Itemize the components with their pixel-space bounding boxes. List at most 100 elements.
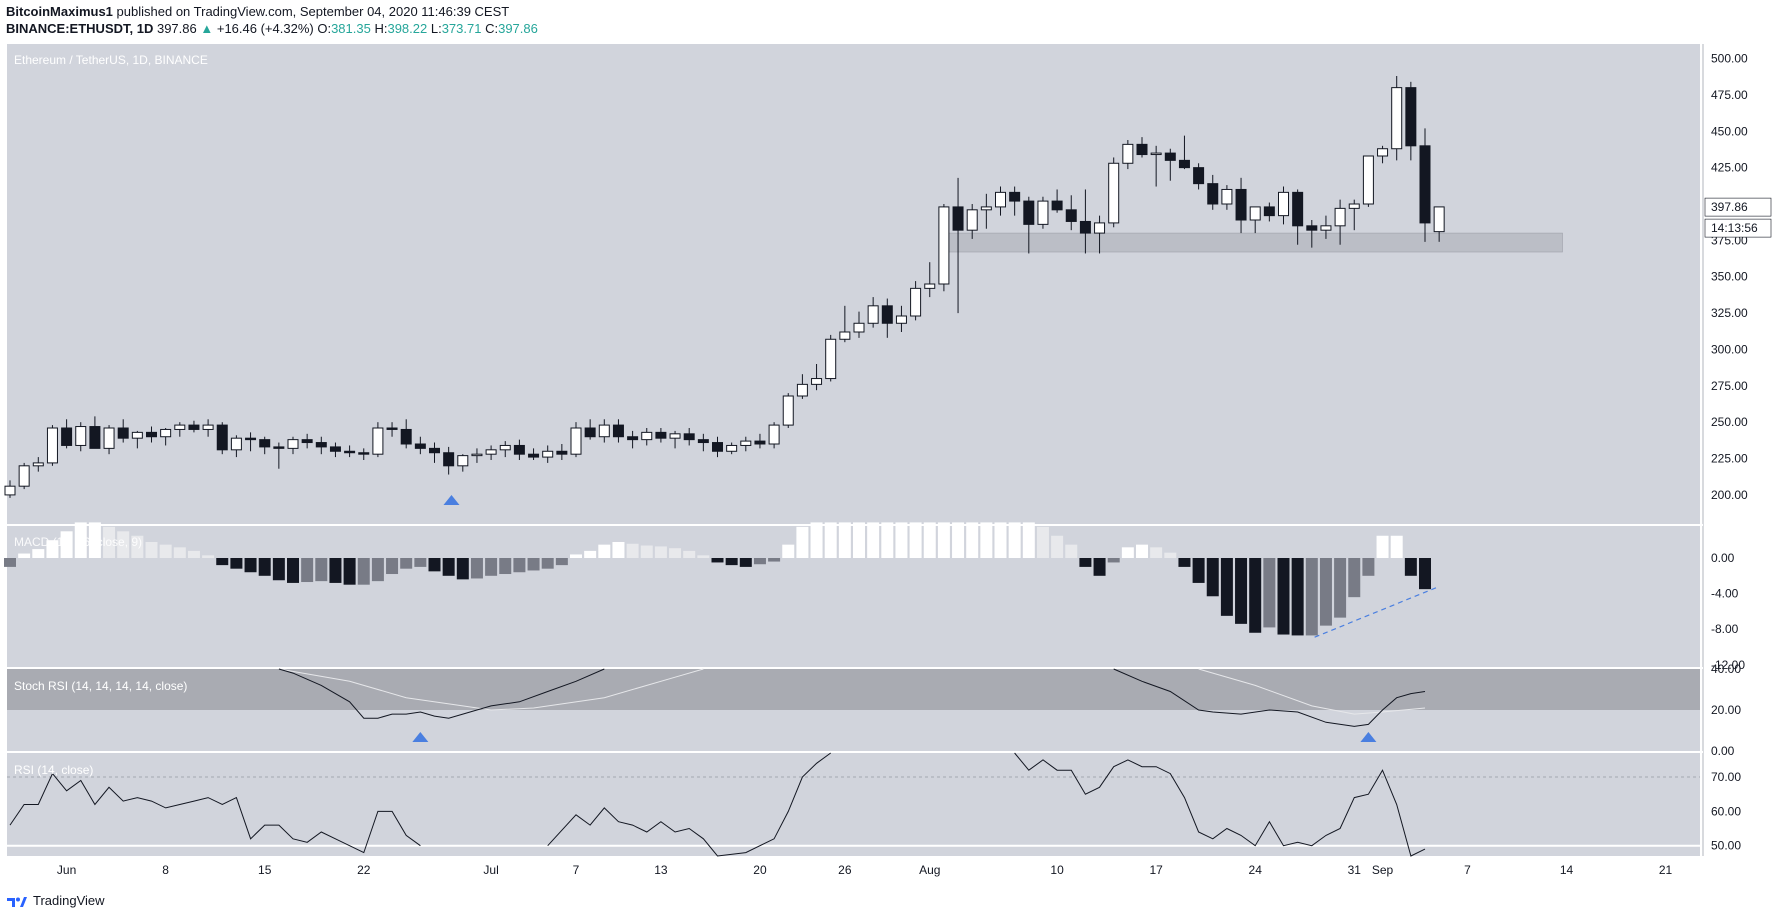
candle[interactable] bbox=[103, 427, 115, 449]
candle[interactable] bbox=[414, 443, 426, 449]
candle[interactable] bbox=[1051, 200, 1063, 211]
candle[interactable] bbox=[1136, 143, 1148, 156]
candle[interactable] bbox=[641, 431, 653, 441]
candle[interactable] bbox=[386, 427, 398, 430]
candle[interactable] bbox=[895, 315, 907, 324]
candle[interactable] bbox=[1037, 200, 1049, 225]
candle[interactable] bbox=[160, 428, 172, 438]
candle[interactable] bbox=[259, 439, 271, 448]
candle[interactable] bbox=[655, 431, 667, 439]
candle[interactable] bbox=[372, 427, 384, 455]
candle[interactable] bbox=[910, 287, 922, 317]
candle[interactable] bbox=[726, 444, 738, 452]
candle[interactable] bbox=[1377, 148, 1389, 157]
candle[interactable] bbox=[598, 424, 610, 438]
price-pane-bg[interactable] bbox=[7, 44, 1700, 524]
candle[interactable] bbox=[230, 437, 242, 451]
candle[interactable] bbox=[966, 209, 978, 231]
candle[interactable] bbox=[938, 206, 950, 285]
candle[interactable] bbox=[825, 338, 837, 380]
candle[interactable] bbox=[839, 331, 851, 340]
candle[interactable] bbox=[245, 437, 257, 441]
candle[interactable] bbox=[485, 449, 497, 455]
candle[interactable] bbox=[924, 283, 936, 289]
candle[interactable] bbox=[1221, 188, 1233, 205]
up-arrow-marker[interactable] bbox=[443, 495, 460, 505]
candle[interactable] bbox=[1235, 188, 1247, 221]
candle[interactable] bbox=[570, 427, 582, 455]
candle[interactable] bbox=[89, 426, 101, 449]
candle[interactable] bbox=[683, 433, 695, 441]
candle[interactable] bbox=[1292, 191, 1304, 227]
candle[interactable] bbox=[513, 444, 525, 455]
candle[interactable] bbox=[75, 426, 87, 446]
candle[interactable] bbox=[18, 465, 30, 487]
candle[interactable] bbox=[457, 455, 469, 467]
candle[interactable] bbox=[811, 378, 823, 385]
candle[interactable] bbox=[1065, 209, 1077, 222]
candle[interactable] bbox=[358, 452, 370, 455]
candle[interactable] bbox=[1391, 87, 1403, 150]
candle[interactable] bbox=[1249, 206, 1261, 221]
candle[interactable] bbox=[1433, 206, 1445, 233]
candle[interactable] bbox=[1320, 225, 1332, 231]
candle[interactable] bbox=[952, 206, 964, 231]
up-arrow-marker[interactable] bbox=[412, 732, 429, 742]
candle[interactable] bbox=[61, 427, 73, 446]
candle[interactable] bbox=[117, 427, 129, 439]
candle[interactable] bbox=[542, 450, 554, 458]
candle[interactable] bbox=[1164, 152, 1176, 161]
candle[interactable] bbox=[1023, 200, 1035, 225]
candle[interactable] bbox=[1362, 155, 1374, 205]
candle[interactable] bbox=[146, 431, 157, 438]
candle[interactable] bbox=[471, 453, 483, 457]
candle[interactable] bbox=[1150, 152, 1162, 156]
candle[interactable] bbox=[697, 439, 709, 444]
candle[interactable] bbox=[301, 439, 313, 444]
candle[interactable] bbox=[740, 440, 752, 446]
candle[interactable] bbox=[1334, 207, 1346, 227]
up-arrow-marker[interactable] bbox=[1360, 732, 1377, 742]
candle[interactable] bbox=[1405, 87, 1417, 147]
candle[interactable] bbox=[782, 395, 794, 426]
support-zone[interactable] bbox=[939, 232, 1563, 253]
candle[interactable] bbox=[315, 442, 327, 448]
candle[interactable] bbox=[584, 427, 596, 438]
candle[interactable] bbox=[528, 453, 540, 458]
candle[interactable] bbox=[995, 191, 1006, 208]
candle[interactable] bbox=[669, 433, 681, 439]
footer-brand[interactable]: TradingView bbox=[6, 893, 105, 908]
candle[interactable] bbox=[556, 450, 568, 455]
candle[interactable] bbox=[1079, 220, 1091, 234]
candle[interactable] bbox=[627, 436, 639, 441]
candle[interactable] bbox=[1193, 167, 1205, 185]
candle[interactable] bbox=[754, 440, 766, 445]
divergence-line[interactable] bbox=[1314, 585, 1440, 638]
candle[interactable] bbox=[4, 485, 16, 496]
candle[interactable] bbox=[867, 305, 879, 324]
candle[interactable] bbox=[1306, 225, 1318, 231]
candle[interactable] bbox=[1178, 159, 1190, 169]
candle[interactable] bbox=[796, 383, 808, 397]
candle[interactable] bbox=[499, 444, 511, 451]
candle[interactable] bbox=[443, 452, 455, 467]
candle[interactable] bbox=[1419, 145, 1431, 224]
candle[interactable] bbox=[188, 424, 200, 430]
candle[interactable] bbox=[1122, 143, 1134, 164]
candle[interactable] bbox=[429, 447, 440, 454]
candle[interactable] bbox=[881, 305, 893, 324]
candle[interactable] bbox=[287, 439, 299, 449]
candle[interactable] bbox=[32, 462, 44, 467]
candle[interactable] bbox=[46, 427, 58, 464]
candle[interactable] bbox=[1278, 191, 1289, 217]
candle[interactable] bbox=[853, 322, 865, 333]
candle[interactable] bbox=[131, 431, 143, 439]
candle[interactable] bbox=[1348, 203, 1360, 209]
candle[interactable] bbox=[1263, 206, 1275, 217]
candle[interactable] bbox=[1207, 183, 1219, 205]
candle[interactable] bbox=[329, 446, 341, 452]
candle[interactable] bbox=[344, 450, 356, 454]
rsi-pane-bg[interactable] bbox=[7, 753, 1700, 856]
candle[interactable] bbox=[400, 428, 412, 445]
